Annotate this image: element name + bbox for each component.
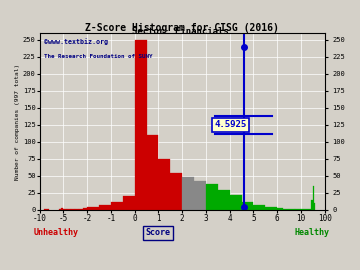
Bar	[218, 190, 230, 210]
Bar	[194, 181, 206, 210]
Bar	[67, 209, 71, 210]
Text: Score: Score	[146, 228, 171, 237]
Bar	[311, 200, 313, 210]
Text: 4.5925: 4.5925	[215, 120, 247, 129]
Bar	[111, 202, 123, 210]
Bar	[230, 195, 242, 210]
Bar	[253, 205, 265, 210]
Text: Healthy: Healthy	[294, 228, 329, 237]
Bar	[99, 205, 111, 210]
Bar	[63, 209, 67, 210]
Bar	[44, 209, 49, 210]
Bar	[242, 202, 253, 210]
Bar	[283, 209, 289, 210]
Bar	[123, 196, 135, 210]
Bar	[75, 209, 79, 210]
Bar	[295, 209, 301, 210]
Bar	[61, 208, 63, 210]
Bar	[265, 207, 277, 210]
Text: The Research Foundation of SUNY: The Research Foundation of SUNY	[44, 54, 153, 59]
Bar	[289, 209, 295, 210]
Text: Unhealthy: Unhealthy	[34, 228, 79, 237]
Bar	[301, 209, 311, 210]
Text: Sector: Financials: Sector: Financials	[132, 26, 228, 36]
Bar	[71, 209, 75, 210]
Bar	[313, 186, 314, 210]
Bar	[147, 135, 158, 210]
Bar	[277, 208, 283, 210]
Bar	[314, 203, 315, 210]
Y-axis label: Number of companies (997 total): Number of companies (997 total)	[15, 63, 20, 180]
Bar	[206, 184, 218, 210]
Text: ©www.textbiz.org: ©www.textbiz.org	[44, 38, 108, 45]
Bar	[83, 208, 87, 210]
Title: Z-Score Histogram for CISG (2016): Z-Score Histogram for CISG (2016)	[85, 23, 279, 33]
Bar	[182, 177, 194, 210]
Bar	[158, 159, 170, 210]
Bar	[170, 173, 182, 210]
Bar	[135, 40, 147, 210]
Bar	[87, 207, 99, 210]
Bar	[59, 209, 61, 210]
Bar	[79, 209, 83, 210]
